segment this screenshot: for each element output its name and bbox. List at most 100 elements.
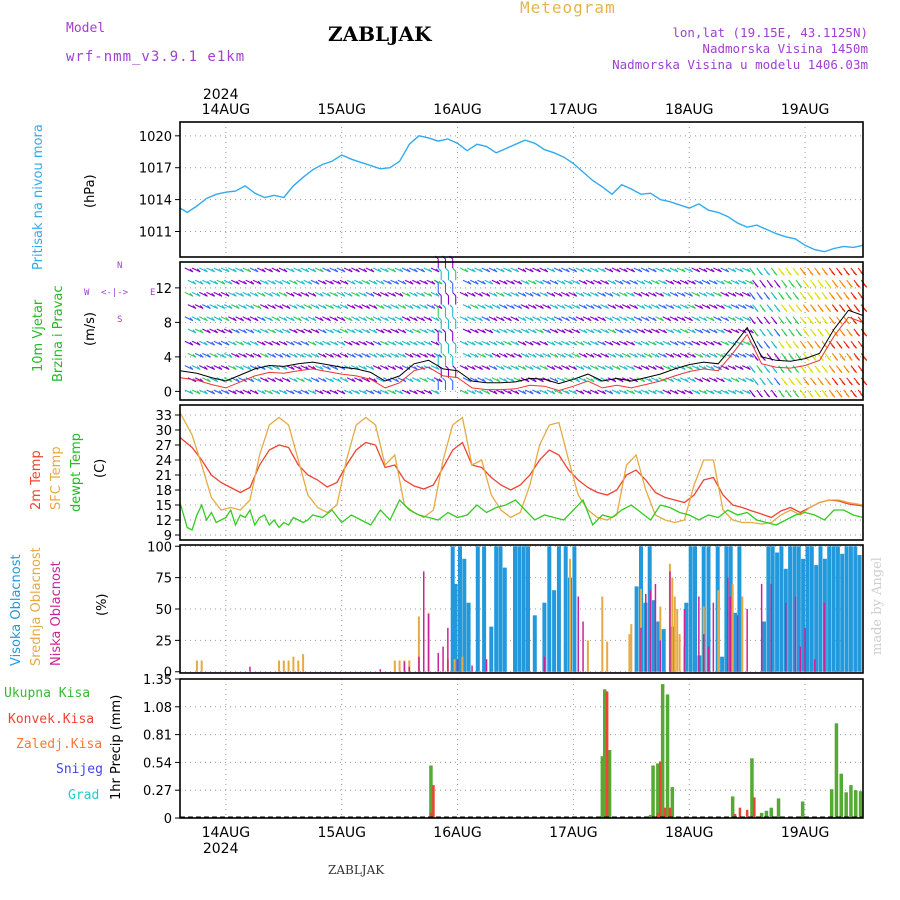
wind-barb-flag — [500, 366, 505, 370]
wind-barb-flag — [641, 378, 646, 383]
cloud-mid-bar — [292, 656, 295, 672]
wind-barb-flag — [554, 329, 559, 334]
wind-barb-flag — [742, 353, 747, 358]
cloud-mid-bar — [671, 577, 674, 672]
wind-barb-flag — [831, 369, 836, 374]
precip-total-bar — [800, 801, 805, 818]
y-tick-label: 12 — [155, 282, 172, 297]
wind-barb-flag — [773, 271, 778, 276]
wind-barb-flag — [471, 366, 476, 370]
wind-barb-flag — [366, 353, 371, 358]
compass-s: S — [117, 315, 123, 325]
cloud-high-bar — [517, 546, 522, 672]
y-tick-label: 15 — [155, 499, 172, 514]
wind-barb-flag — [677, 280, 682, 285]
wind-barb-flag — [286, 353, 291, 358]
wind-barb-flag — [211, 268, 216, 273]
wind-barb-flag — [759, 369, 763, 374]
wind-barb-flag — [689, 390, 693, 395]
wind-barb-flag — [558, 390, 563, 395]
cloud-low-bar — [582, 621, 584, 672]
cloud-low-bar — [471, 665, 473, 672]
day-label-top: 14AUG — [202, 102, 251, 118]
wind-barb-flag — [790, 283, 795, 288]
wind-barb-flag — [399, 317, 404, 322]
cloud-high-bar — [466, 602, 471, 672]
wind-barb-flag — [464, 317, 469, 322]
cloud-high-bar — [552, 590, 557, 672]
wind-barb-flag — [725, 317, 730, 322]
compass-w: W — [84, 288, 90, 298]
precip-strat-label: Zaledj.Kisa — [16, 737, 103, 752]
cloud-high-bar — [766, 546, 771, 672]
wind-barb-flag — [240, 390, 245, 395]
wind-barb-flag — [442, 328, 446, 333]
wind-barb-flag — [641, 305, 646, 309]
wind-barb-flag — [363, 292, 368, 297]
wind-barb-flag — [663, 280, 667, 285]
wind-barb-flag — [667, 317, 672, 322]
precip-conv-bar — [656, 812, 660, 818]
wind-barb-flag — [431, 329, 436, 334]
wind-barb-flag — [474, 305, 479, 309]
wind-barb-flag — [240, 366, 245, 370]
wind-barb-flag — [703, 268, 708, 273]
wind-barb-flag — [684, 353, 689, 358]
wind-barb-flag — [399, 292, 404, 297]
wind-barb-flag — [631, 317, 635, 322]
wind-barb-flag — [421, 292, 426, 297]
wind-barb-flag — [841, 332, 846, 337]
wind-barb-flag — [199, 329, 204, 334]
y-tick-label: 1017 — [139, 162, 172, 177]
wind-barb-flag — [819, 308, 824, 313]
wind-barb-flag — [827, 381, 831, 386]
wind-barb-flag — [587, 292, 592, 297]
cloud-low-bar — [249, 666, 251, 672]
wind-barb-flag — [301, 353, 305, 358]
wind-barb-flag — [257, 305, 262, 309]
wind-barb-flag — [348, 341, 353, 346]
wind-barb-flag — [437, 316, 442, 321]
cloud-high-bar — [693, 546, 697, 672]
wind-barb-flag — [594, 268, 599, 273]
wind-barb-flag — [824, 320, 828, 325]
wind-barb-flag — [406, 292, 411, 297]
wind-barb-flag — [437, 292, 442, 296]
wind-barb-flag — [322, 305, 327, 309]
wind-barb-flag — [853, 296, 857, 300]
wind-barb-flag — [547, 329, 552, 334]
wind-barb-flag — [663, 329, 667, 334]
cloud-high-bar — [494, 546, 499, 672]
wind-barb-flag — [431, 305, 436, 309]
wind-barb-flag — [337, 353, 342, 358]
wind-barb-flag — [783, 332, 788, 337]
wind-barb-flag — [243, 305, 248, 309]
wind-barb-flag — [254, 268, 259, 273]
wind-barb-flag — [474, 280, 479, 285]
cloud-low-bar — [408, 666, 410, 672]
compass-arrows: <-|-> — [101, 288, 129, 298]
wind-barb-flag — [356, 268, 360, 273]
wind-barb-flag — [334, 292, 339, 297]
wind-barb-flag — [544, 390, 549, 395]
wind-barb-flag — [257, 329, 262, 334]
wind-barb-flag — [308, 305, 313, 309]
day-label-bottom: 14AUG — [202, 825, 251, 841]
wind-barb-flag — [232, 268, 237, 273]
wind-barb-flag — [831, 271, 836, 276]
wind-barb-flag — [540, 353, 544, 358]
wind-barb-flag — [776, 381, 781, 386]
wind-barb-flag — [766, 320, 771, 325]
wind-barb-flag — [652, 366, 657, 370]
wind-barb-flag — [747, 317, 751, 322]
model-label: Model — [66, 21, 106, 36]
wind-barb-flag — [795, 296, 799, 300]
wind-barb-flag — [399, 366, 404, 370]
wind-barb-flag — [264, 378, 269, 383]
wind-barb-flag — [703, 292, 708, 297]
wind-barb-flag — [464, 268, 469, 273]
day-label-top: 16AUG — [433, 102, 482, 118]
wind-barb-flag — [327, 292, 331, 297]
cloud-high-bar — [453, 583, 458, 672]
wind-barb-flag — [243, 329, 248, 334]
